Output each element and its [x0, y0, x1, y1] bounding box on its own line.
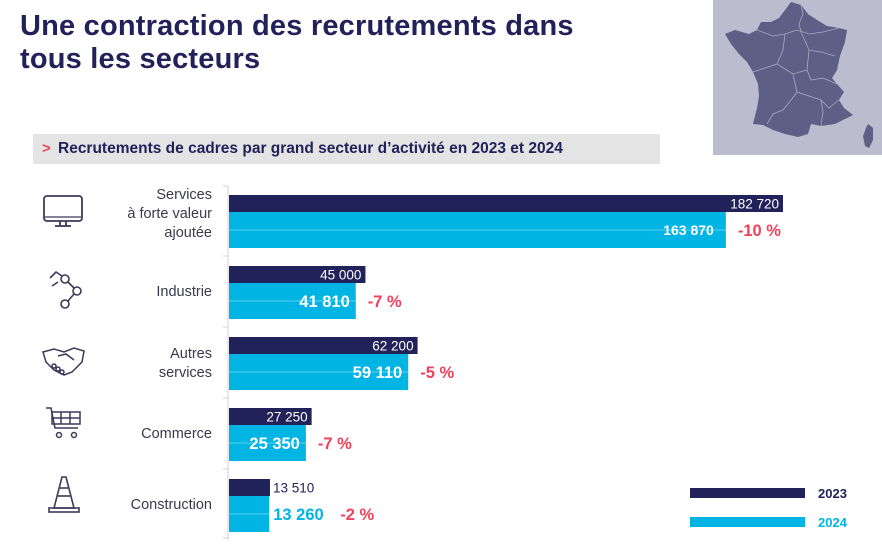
data-label-2024: 25 350 — [249, 435, 299, 453]
data-label-2023: 13 510 — [273, 481, 314, 496]
shopping-cart-icon — [46, 407, 81, 439]
label-line: Construction — [130, 497, 212, 513]
bar-2023 — [229, 266, 366, 283]
traffic-cone-icon — [48, 476, 80, 513]
change-label: -5 % — [420, 364, 454, 382]
bar-2023 — [229, 195, 783, 212]
data-label-2023: 62 200 — [372, 339, 413, 354]
bar-2023 — [229, 337, 418, 354]
change-label: -7 % — [318, 435, 352, 453]
handshake-icon — [42, 347, 85, 376]
france-map-icon — [725, 2, 873, 148]
legend-label-2024: 2024 — [818, 515, 847, 530]
title-line-1: Une contraction des recrutements dans — [20, 10, 574, 42]
page-title: Une contraction des recrutements dans to… — [20, 10, 660, 76]
data-label-2024: 13 260 — [273, 506, 323, 524]
category-label-construction: Construction — [22, 496, 212, 515]
label-line: services — [158, 365, 212, 381]
data-label-2024: 59 110 — [353, 364, 403, 382]
legend-label-2023: 2023 — [818, 486, 847, 501]
label-line: Autres — [170, 346, 212, 362]
label-line: Services — [156, 187, 212, 203]
title-line-2: tous les secteurs — [20, 43, 261, 75]
monitor-icon — [43, 195, 83, 227]
data-label-2023: 27 250 — [266, 410, 307, 425]
data-label-2023: 45 000 — [320, 268, 361, 283]
bar-2023 — [229, 408, 312, 425]
bar-2023 — [229, 479, 270, 496]
data-label-2023: 182 720 — [730, 197, 779, 212]
data-label-2024: 41 810 — [299, 293, 349, 311]
legend-swatch-2023 — [690, 488, 805, 498]
subtitle-text: Recrutements de cadres par grand secteur… — [58, 140, 563, 157]
label-line: Industrie — [156, 284, 212, 300]
category-label-commerce: Commerce — [22, 425, 212, 444]
label-line: ajoutée — [164, 225, 212, 241]
robot-arm-icon — [49, 270, 82, 309]
change-label: -2 % — [340, 506, 374, 524]
category-label-services-forte-valeur: Services à forte valeur ajoutée — [22, 186, 212, 243]
france-map — [713, 0, 882, 155]
legend-swatch-2024 — [690, 517, 805, 527]
chart-subtitle: > Recrutements de cadres par grand secte… — [33, 134, 660, 164]
data-label-2024: 163 870 — [663, 222, 714, 238]
category-label-industrie: Industrie — [22, 283, 212, 302]
label-line: Commerce — [141, 426, 212, 442]
label-line: à forte valeur — [127, 206, 212, 222]
change-label: -10 % — [738, 222, 781, 240]
subtitle-marker: > — [42, 140, 51, 157]
change-label: -7 % — [368, 293, 402, 311]
category-label-autres-services: Autres services — [22, 345, 212, 383]
